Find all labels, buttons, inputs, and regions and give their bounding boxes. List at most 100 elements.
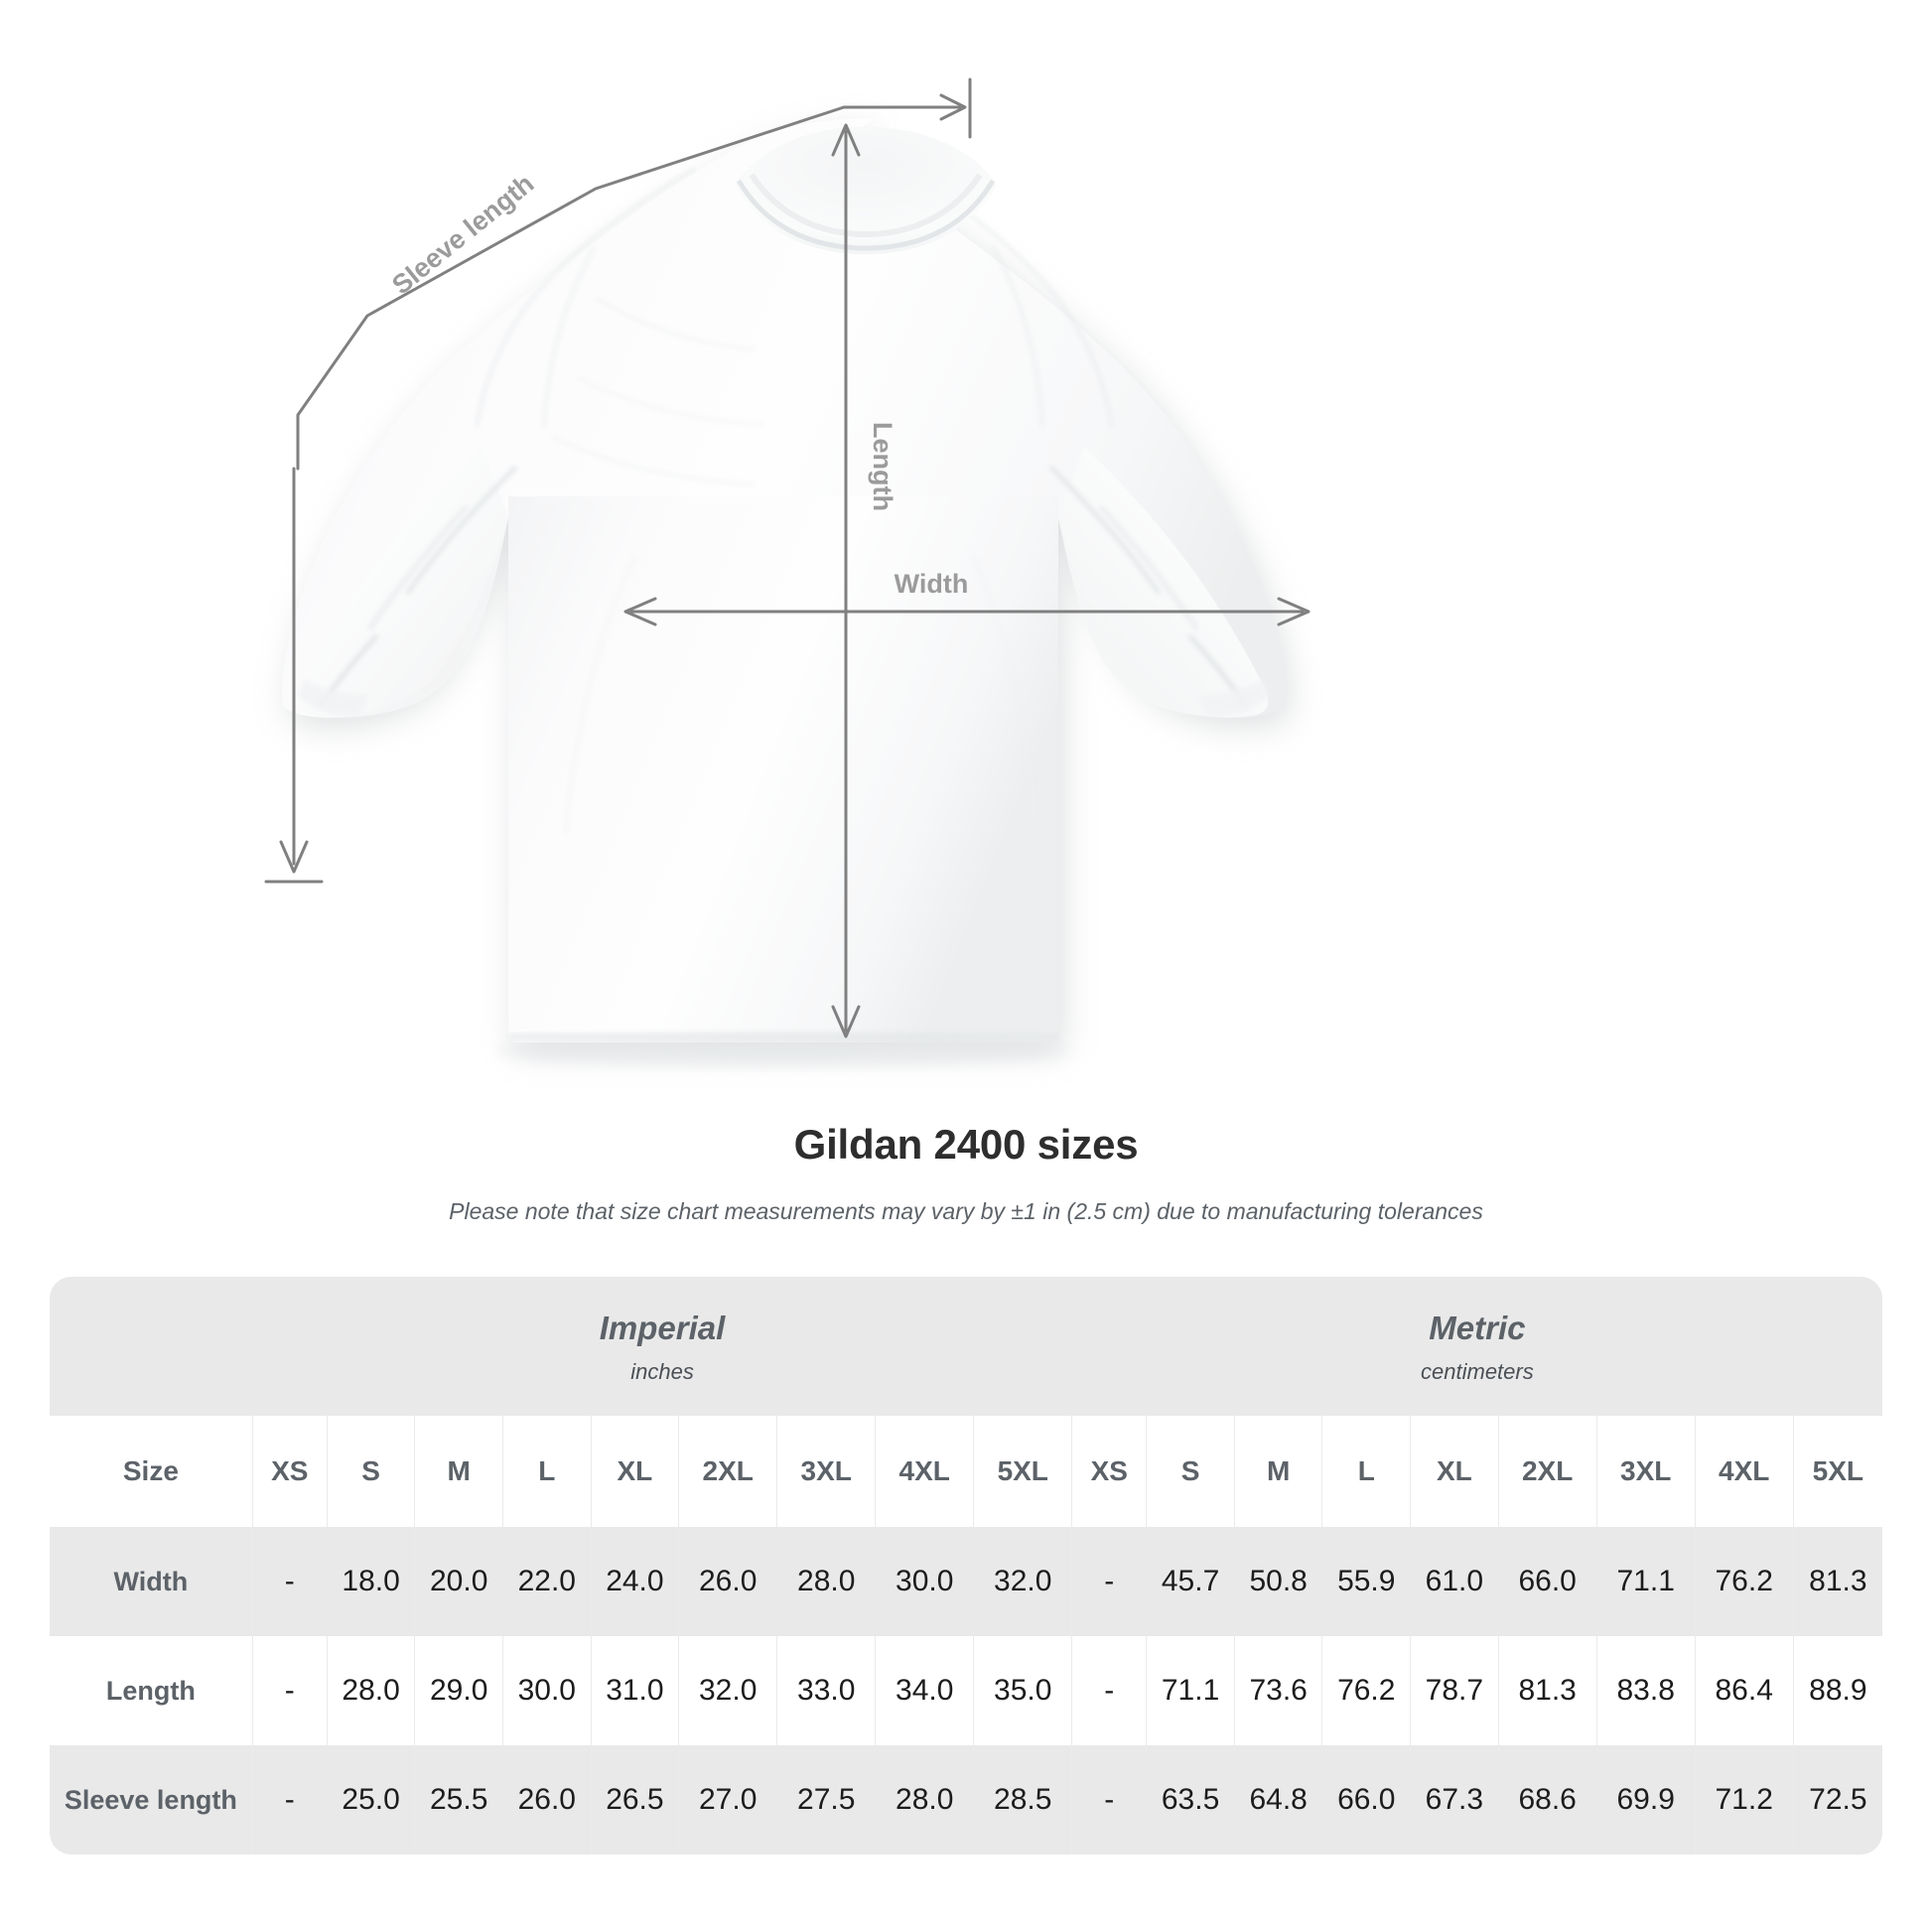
- cell-sleeve-metric-3xl: 69.9: [1595, 1745, 1696, 1855]
- cell-value: 76.2: [1715, 1565, 1773, 1597]
- units-spacer-cell: [50, 1277, 253, 1416]
- cell-value: 28.5: [994, 1783, 1052, 1816]
- cell-width-metric-2xl: 66.0: [1497, 1527, 1597, 1636]
- garment-illustration: Sleeve length Length Width: [264, 77, 1311, 1066]
- cell-value: 72.5: [1809, 1783, 1867, 1816]
- cell-value: 27.5: [797, 1783, 856, 1816]
- size-header-metric-l: L: [1321, 1416, 1411, 1527]
- cell-value: 71.2: [1715, 1783, 1773, 1816]
- heading-block: Gildan 2400 sizes Please note that size …: [0, 1121, 1932, 1227]
- size-label: XS: [271, 1455, 309, 1486]
- cell-value: 28.0: [342, 1674, 400, 1707]
- metric-label: Metric: [1429, 1309, 1526, 1346]
- cell-sleeve-metric-2xl: 68.6: [1497, 1745, 1597, 1855]
- cell-length-metric-3xl: 83.8: [1595, 1636, 1696, 1745]
- cell-value: 28.0: [896, 1783, 954, 1816]
- size-header-metric-s: S: [1146, 1416, 1235, 1527]
- size-label: 3XL: [1620, 1455, 1672, 1486]
- size-header-imperial-xs: XS: [251, 1416, 328, 1527]
- size-label: M: [447, 1455, 471, 1486]
- fabric-wrinkles: [551, 296, 1038, 835]
- size-header-metric-2xl: 2XL: [1497, 1416, 1597, 1527]
- cell-value: -: [284, 1565, 295, 1597]
- cell-length-metric-m: 73.6: [1233, 1636, 1322, 1745]
- cell-value: 83.8: [1616, 1674, 1675, 1707]
- cell-value: 18.0: [342, 1565, 400, 1597]
- cell-length-imperial-m: 29.0: [414, 1636, 503, 1745]
- cell-value: 81.3: [1518, 1674, 1577, 1707]
- size-header-imperial-2xl: 2XL: [678, 1416, 777, 1527]
- cell-sleeve-metric-4xl: 71.2: [1694, 1745, 1794, 1855]
- cell-sleeve-imperial-xs: -: [251, 1745, 328, 1855]
- cell-length-metric-l: 76.2: [1321, 1636, 1411, 1745]
- size-label: 2XL: [1521, 1455, 1574, 1486]
- cell-value: 73.6: [1249, 1674, 1308, 1707]
- cell-sleeve-imperial-2xl: 27.0: [678, 1745, 777, 1855]
- size-label: 4XL: [1719, 1455, 1770, 1486]
- cell-value: 76.2: [1337, 1674, 1396, 1707]
- cell-value: 26.5: [606, 1783, 664, 1816]
- size-table: Imperial inches Metric centimeters Size …: [50, 1277, 1882, 1855]
- ground-shadow: [495, 1035, 1071, 1066]
- right-sleeve: [1048, 447, 1269, 718]
- cell-value: 61.0: [1425, 1565, 1484, 1597]
- table-row: Width - 18.0 20.0 22.0 24.0 26.0 28.0 30…: [50, 1527, 1882, 1636]
- cell-value: 71.1: [1616, 1565, 1675, 1597]
- table-row: Sleeve length - 25.0 25.5 26.0 26.5 27.0…: [50, 1745, 1882, 1855]
- cell-value: 22.0: [517, 1565, 576, 1597]
- cell-value: 66.0: [1337, 1783, 1396, 1816]
- cell-value: 69.9: [1616, 1783, 1675, 1816]
- cell-value: 28.0: [797, 1565, 856, 1597]
- size-header-imperial-s: S: [326, 1416, 415, 1527]
- cell-width-metric-s: 45.7: [1146, 1527, 1235, 1636]
- cell-width-imperial-5xl: 32.0: [973, 1527, 1072, 1636]
- cell-sleeve-metric-s: 63.5: [1146, 1745, 1235, 1855]
- cell-sleeve-metric-5xl: 72.5: [1792, 1745, 1882, 1855]
- cell-length-imperial-5xl: 35.0: [973, 1636, 1072, 1745]
- cell-value: 31.0: [606, 1674, 664, 1707]
- size-label: XL: [617, 1455, 653, 1486]
- size-label: M: [1267, 1455, 1291, 1486]
- cell-value: -: [1104, 1674, 1115, 1707]
- size-header-label-cell: Size: [50, 1416, 253, 1527]
- cell-value: 45.7: [1161, 1565, 1220, 1597]
- cell-length-imperial-l: 30.0: [502, 1636, 592, 1745]
- cell-value: 81.3: [1809, 1565, 1867, 1597]
- cell-width-imperial-xs: -: [251, 1527, 328, 1636]
- cell-sleeve-imperial-5xl: 28.5: [973, 1745, 1072, 1855]
- size-table-container: Imperial inches Metric centimeters Size …: [50, 1277, 1882, 1855]
- tolerance-note: Please note that size chart measurements…: [449, 1198, 1483, 1225]
- cell-length-imperial-s: 28.0: [326, 1636, 415, 1745]
- row-label: Sleeve length: [64, 1784, 237, 1815]
- cell-value: 50.8: [1249, 1565, 1308, 1597]
- row-label-cell-sleeve-length: Sleeve length: [50, 1745, 253, 1855]
- cell-width-metric-l: 55.9: [1321, 1527, 1411, 1636]
- cell-width-metric-xl: 61.0: [1410, 1527, 1499, 1636]
- size-label: L: [1357, 1455, 1375, 1486]
- cell-width-metric-5xl: 81.3: [1792, 1527, 1882, 1636]
- size-label: 5XL: [1812, 1455, 1864, 1486]
- row-label-cell-width: Width: [50, 1527, 253, 1636]
- metric-sublabel: centimeters: [1421, 1358, 1534, 1384]
- measurement-lines: [264, 77, 1311, 1038]
- cell-value: 63.5: [1161, 1783, 1220, 1816]
- cell-value: 32.0: [994, 1565, 1052, 1597]
- cell-value: 25.0: [342, 1783, 400, 1816]
- length-label: Length: [868, 422, 897, 511]
- row-label-cell-length: Length: [50, 1636, 253, 1745]
- cell-width-imperial-xl: 24.0: [590, 1527, 679, 1636]
- cell-length-metric-xs: -: [1071, 1636, 1147, 1745]
- table-row: Length - 28.0 29.0 30.0 31.0 32.0 33.0 3…: [50, 1636, 1882, 1745]
- row-label: Width: [113, 1566, 189, 1596]
- cell-width-metric-4xl: 76.2: [1694, 1527, 1794, 1636]
- cell-value: 88.9: [1809, 1674, 1867, 1707]
- metric-header-cell: Metric centimeters: [1071, 1277, 1882, 1416]
- cell-sleeve-metric-m: 64.8: [1233, 1745, 1322, 1855]
- size-label: L: [538, 1455, 556, 1486]
- cell-width-metric-xs: -: [1071, 1527, 1147, 1636]
- shirt-torso: [508, 496, 1058, 1042]
- size-label: 2XL: [702, 1455, 754, 1486]
- imperial-sublabel: inches: [630, 1358, 694, 1384]
- cell-value: 78.7: [1425, 1674, 1484, 1707]
